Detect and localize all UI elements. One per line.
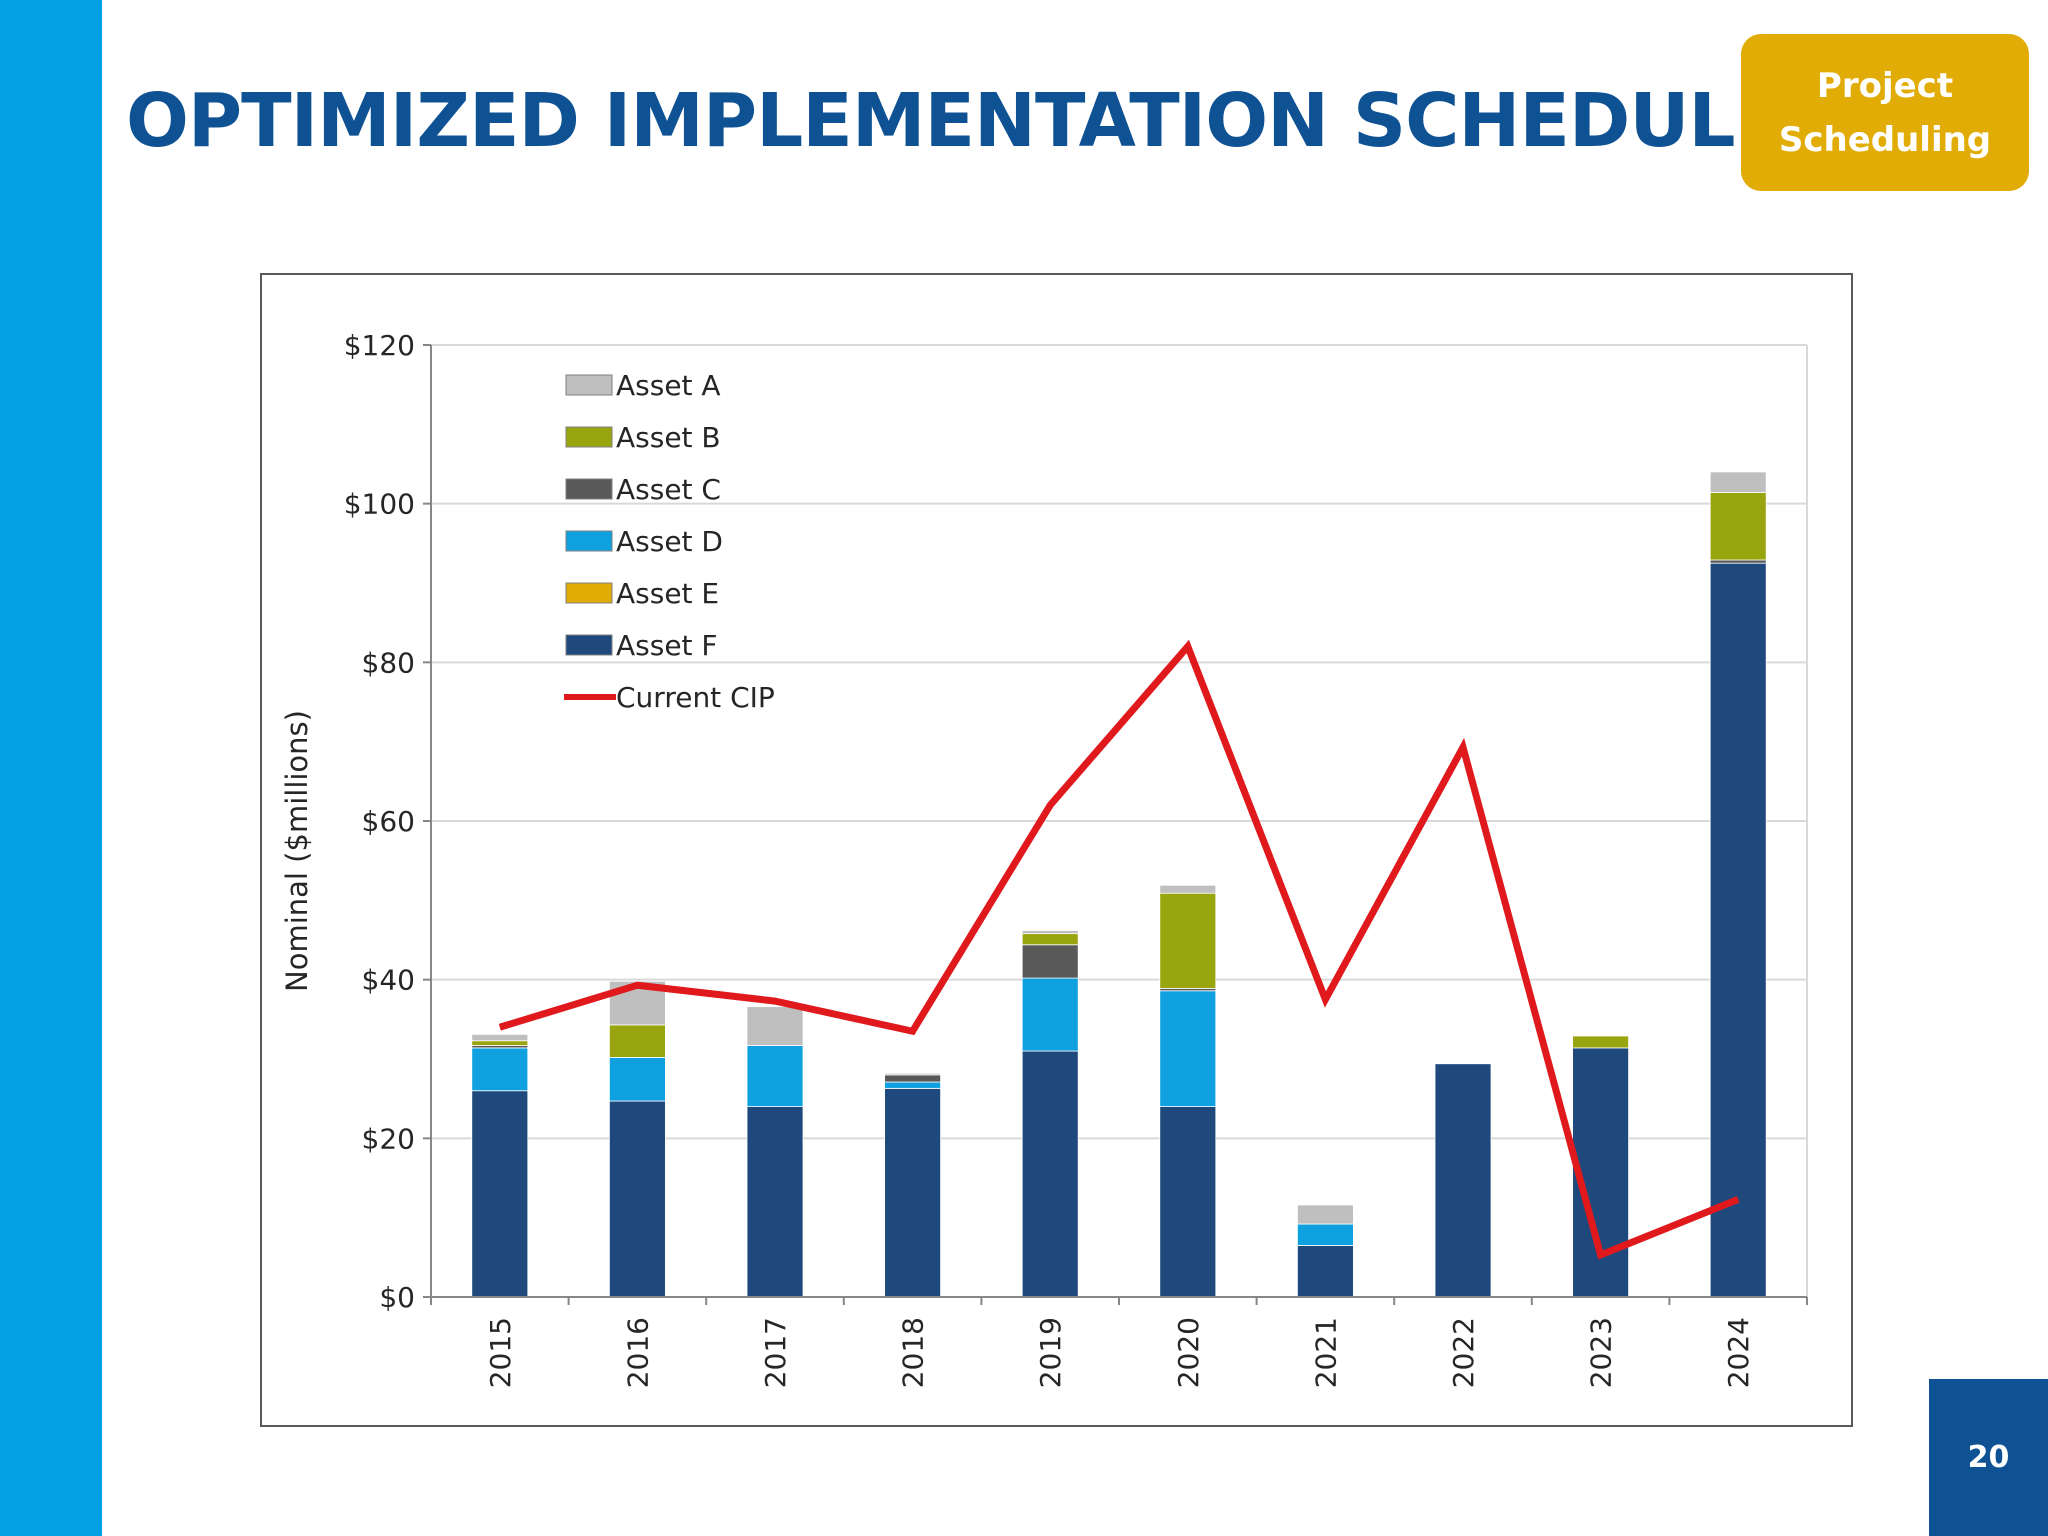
- legend-swatch-asset-a: [565, 374, 613, 396]
- legend-swatch-asset-d: [565, 530, 613, 552]
- x-tick-label: 2020: [1172, 1317, 1205, 1388]
- bar-asset-d-2019: [1021, 977, 1079, 1052]
- legend-swatch-asset-e: [565, 582, 613, 604]
- legend-label-asset-c: Asset C: [616, 473, 721, 506]
- slide-title: OPTIMIZED IMPLEMENTATION SCHEDULE: [126, 78, 1785, 164]
- bar-asset-c-2019: [1021, 944, 1079, 979]
- bar-asset-b-2015: [471, 1040, 529, 1046]
- left-accent-bar: [0, 0, 102, 1536]
- stacked-bar-chart: $0 $20 $40 $60 $80 $100 $120 2015 2016 2017 2018 20…: [280, 329, 1808, 1388]
- bar-asset-a-2019: [1021, 930, 1079, 935]
- bar-asset-a-2024: [1709, 471, 1767, 493]
- bar-asset-a-2017: [746, 1006, 804, 1046]
- x-tick-label: 2024: [1722, 1317, 1755, 1388]
- y-tick-label: $120: [344, 329, 415, 362]
- bar-asset-f-2021: [1297, 1245, 1354, 1298]
- bar-asset-f-2024: [1709, 562, 1767, 1298]
- bar-asset-b-2016: [608, 1024, 666, 1058]
- x-tick-label: 2017: [759, 1317, 792, 1388]
- bar-asset-c-2018: [884, 1074, 941, 1083]
- bar-asset-d-2015: [471, 1047, 529, 1092]
- bar-asset-a-2021: [1297, 1204, 1354, 1225]
- x-tick-label: 2016: [621, 1317, 654, 1388]
- bar-asset-f-2017: [746, 1106, 804, 1298]
- bar-asset-f-2019: [1021, 1050, 1079, 1298]
- badge-line-2: Scheduling: [1778, 119, 1992, 160]
- legend-label-asset-f: Asset F: [616, 629, 718, 662]
- current-cip-line: [498, 639, 1740, 1260]
- legend-swatch-asset-b: [565, 426, 613, 448]
- topic-badge: Project Scheduling: [1741, 34, 2029, 191]
- bar-asset-d-2020: [1159, 990, 1217, 1107]
- bar-asset-f-2016: [608, 1100, 666, 1298]
- legend-label-asset-d: Asset D: [616, 525, 723, 558]
- bar-asset-d-2018: [884, 1081, 941, 1089]
- x-tick-label: 2021: [1309, 1317, 1342, 1388]
- bar-asset-f-2015: [471, 1090, 529, 1298]
- x-tick-label: 2019: [1034, 1317, 1067, 1388]
- bar-asset-f-2018: [884, 1087, 941, 1298]
- bar-asset-d-2016: [608, 1057, 666, 1102]
- y-axis-title: Nominal ($millions): [280, 710, 314, 992]
- y-tick-label: $80: [362, 646, 415, 679]
- y-tick-label: $0: [379, 1281, 415, 1314]
- badge-line-1: Project: [1816, 65, 1954, 106]
- x-tick-label: 2018: [897, 1317, 930, 1388]
- legend-label-asset-e: Asset E: [616, 577, 719, 610]
- bar-asset-b-2023: [1572, 1035, 1629, 1049]
- x-tick-label: 2022: [1447, 1317, 1480, 1388]
- legend-label-asset-a: Asset A: [616, 369, 721, 402]
- x-tick-label: 2023: [1585, 1317, 1618, 1388]
- bar-asset-a-2018: [884, 1072, 941, 1076]
- page-number: 20: [1929, 1379, 2048, 1536]
- legend-label-asset-b: Asset B: [616, 421, 721, 454]
- y-tick-label: $20: [362, 1122, 415, 1155]
- x-tick-label: 2015: [484, 1317, 517, 1388]
- bar-asset-f-2020: [1159, 1106, 1217, 1298]
- legend-swatch-asset-f: [565, 634, 613, 656]
- y-tick-label: $40: [362, 964, 415, 997]
- bar-asset-d-2021: [1297, 1223, 1354, 1246]
- chart-frame: $0 $20 $40 $60 $80 $100 $120 2015 2016 2017 2018 20…: [260, 273, 1853, 1427]
- bar-asset-b-2020: [1159, 892, 1217, 989]
- bar-asset-f-2022: [1434, 1063, 1492, 1298]
- bar-asset-d-2017: [746, 1045, 804, 1107]
- y-tick-label: $60: [362, 805, 415, 838]
- legend-label-current-cip: Current CIP: [616, 681, 775, 714]
- bar-asset-a-2020: [1159, 884, 1217, 894]
- bar-asset-b-2024: [1709, 492, 1767, 561]
- bar-asset-a-2015: [471, 1034, 529, 1042]
- y-tick-label: $100: [344, 488, 415, 521]
- bar-asset-c-2024: [1709, 559, 1767, 564]
- legend-swatch-asset-c: [565, 478, 613, 500]
- bar-asset-b-2019: [1021, 933, 1079, 946]
